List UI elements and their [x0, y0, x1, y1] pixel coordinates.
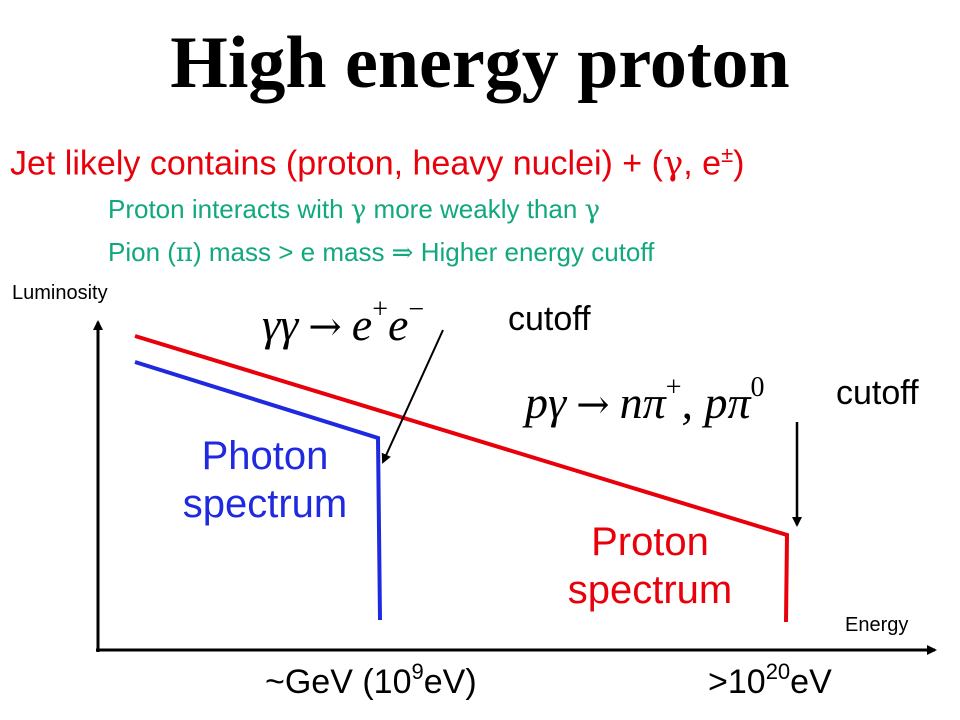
photon-pair-production-equation: γγ → e+e−	[262, 294, 424, 351]
tick2-base: >10	[708, 663, 766, 701]
note1-prefix: Proton interacts with	[108, 194, 351, 224]
eq1-lhs: γγ	[262, 299, 299, 350]
tick1-tail: eV)	[423, 663, 477, 701]
photon-spectrum-label: Photon spectrum	[160, 432, 370, 528]
eq2-r1: nπ	[619, 377, 666, 428]
proton-label-line1: Proton	[591, 520, 709, 564]
note-line-2: Pion (π) mass > e mass ⇒ Higher energy c…	[108, 236, 654, 269]
note2-suffix: Higher energy cutoff	[413, 237, 655, 267]
pion-production-equation: pγ → nπ+, pπ0	[525, 372, 765, 429]
subtitle-suffix: )	[733, 144, 745, 183]
eq1-rhs1: e	[351, 299, 373, 350]
subtitle-prefix: Jet likely contains (proton, heavy nucle…	[10, 144, 663, 183]
note2-mid: ) mass > e mass	[193, 237, 392, 267]
gamma-symbol: γ	[662, 143, 684, 184]
plus-minus-symbol: ±	[721, 142, 734, 167]
tick1-exp: 9	[411, 659, 424, 684]
pi-symbol: π	[175, 238, 194, 268]
proton-spectrum-label: Proton spectrum	[540, 518, 760, 614]
proton-cutoff-label: cutoff	[836, 374, 919, 412]
eq1-rhs2: e	[388, 299, 409, 350]
eq1-sup1: +	[372, 294, 388, 325]
eq2-lhs: pγ	[525, 377, 567, 428]
note-line-1: Proton interacts with γ more weakly than…	[108, 193, 600, 226]
note1-mid: more weakly than	[366, 194, 585, 224]
page-title: High energy proton	[170, 22, 790, 104]
tick2-exp: 20	[765, 659, 791, 684]
y-axis-label: Luminosity	[12, 282, 108, 304]
photon-label-line2: spectrum	[182, 482, 348, 526]
eq2-sup2: 0	[750, 372, 765, 403]
eq1-sup2: −	[408, 294, 425, 325]
implies-arrow-icon: ⇒	[391, 238, 414, 268]
proton-label-line2: spectrum	[567, 568, 733, 612]
photon-cutoff-label: cutoff	[508, 300, 591, 338]
eq2-sep: ,	[681, 377, 705, 428]
proton-cutoff-energy-tick: >1020eV	[708, 661, 832, 702]
note2-prefix: Pion (	[108, 237, 176, 267]
tick1-base: ~GeV (10	[265, 663, 412, 701]
x-axis-label: Energy	[845, 614, 909, 636]
tick2-tail: eV	[790, 663, 832, 701]
subtitle: Jet likely contains (proton, heavy nucle…	[10, 133, 744, 185]
eq2-sup1: +	[665, 372, 682, 403]
gamma-symbol: γ	[350, 195, 367, 225]
photon-cutoff-energy-tick: ~GeV (109eV)	[265, 661, 477, 702]
photon-cutoff-arrow	[381, 329, 444, 464]
right-arrow-icon: →	[308, 304, 342, 350]
proton-spectrum-line	[134, 334, 790, 623]
photon-label-line1: Photon	[201, 434, 329, 478]
photon-spectrum-line	[134, 360, 382, 621]
subtitle-mid: , e	[683, 144, 722, 183]
eq2-r2: pπ	[704, 377, 751, 428]
gamma-symbol: γ	[584, 195, 601, 225]
right-arrow-icon: →	[576, 382, 610, 428]
